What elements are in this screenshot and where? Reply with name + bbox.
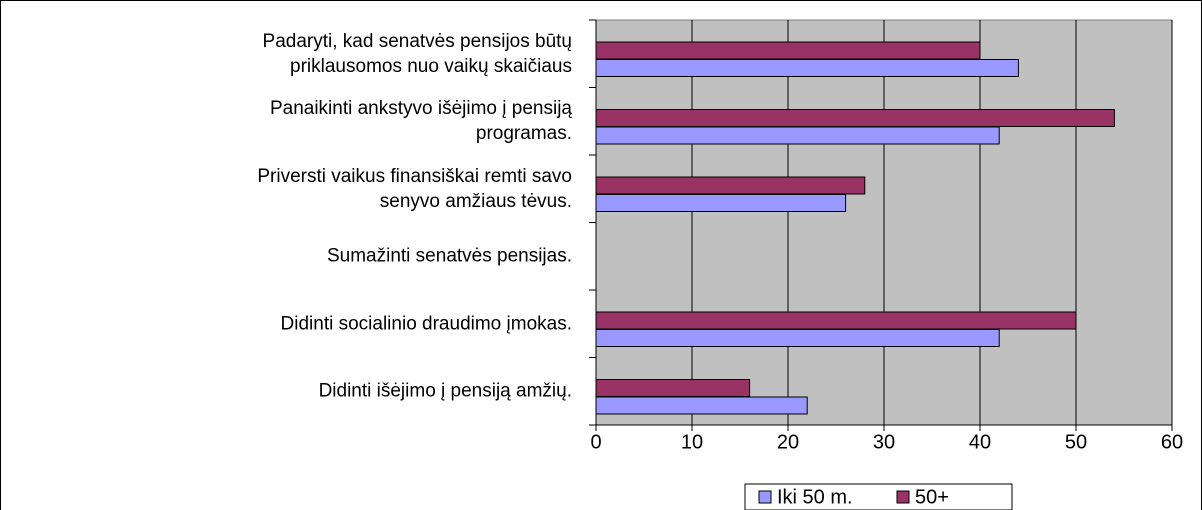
- x-tick-label: 0: [590, 431, 601, 453]
- legend-swatch: [758, 490, 772, 504]
- bar: [595, 41, 981, 60]
- legend-label: Iki 50 m.: [777, 486, 853, 508]
- y-tick-label: Didinti socialinio draudimo įmokas.: [280, 313, 572, 335]
- y-tick-label: Padaryti, kad senatvės pensijos būtų pri…: [262, 30, 572, 77]
- bar: [595, 379, 751, 397]
- y-tick-label: Sumažinti senatvės pensijas.: [326, 245, 572, 267]
- x-tick-label: 60: [1161, 431, 1183, 453]
- y-tick-label: Priversti vaikus finansiškai remti savo …: [257, 165, 572, 212]
- bar: [595, 311, 1077, 330]
- x-tick-label: 40: [969, 431, 991, 453]
- y-tick-label: Panaikinti ankstyvo išėjimo į pensiją pr…: [269, 98, 572, 145]
- bar: [595, 194, 847, 212]
- bar: [595, 176, 866, 195]
- bar: [595, 126, 1000, 145]
- legend-swatch: [896, 490, 910, 504]
- x-tick-label: 10: [681, 431, 703, 453]
- x-tick-label: 50: [1065, 431, 1087, 453]
- y-tick-label: Didinti išėjimo į pensiją amžių.: [318, 380, 572, 402]
- bar: [595, 396, 808, 415]
- legend-box: [744, 483, 1013, 510]
- legend-label: 50+: [915, 486, 949, 508]
- bar: [595, 109, 1115, 127]
- x-tick-label: 20: [777, 431, 799, 453]
- bar: [595, 329, 1000, 347]
- x-tick-label: 30: [873, 431, 895, 453]
- bar: [595, 59, 1019, 77]
